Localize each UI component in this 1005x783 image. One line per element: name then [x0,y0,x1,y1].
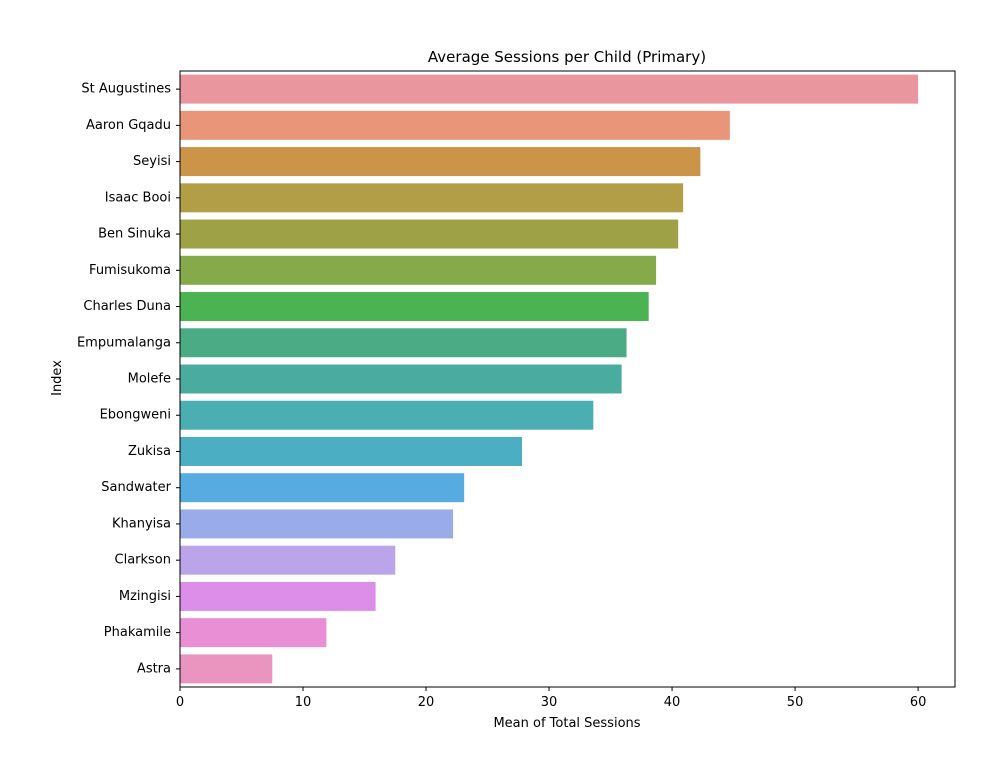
x-axis-label: Mean of Total Sessions [493,716,640,731]
bar [180,436,522,466]
y-tick-label: Isaac Booi [105,190,171,205]
plot-frame [179,70,956,688]
y-tick-label: Ben Sinuka [98,227,171,242]
bar [180,328,627,358]
bar [180,509,454,539]
y-tick-label: Fumisukoma [89,263,171,278]
bar [180,183,684,213]
bar [180,400,594,430]
bar [180,473,465,503]
bar [180,618,327,648]
bar [180,74,919,104]
y-tick-label: Astra [137,661,171,676]
y-axis-label: Index [50,360,65,396]
y-tick-label: Phakamile [104,625,171,640]
x-tick-label: 60 [910,695,927,710]
x-tick-label: 0 [176,695,184,710]
x-tick-label: 30 [541,695,558,710]
y-tick-label: Seyisi [133,154,171,169]
chart-title: Average Sessions per Child (Primary) [428,48,706,66]
y-tick-label: Clarkson [115,553,172,568]
bar [180,219,679,249]
y-tick-label: Zukisa [128,444,171,459]
bars-group [180,74,919,684]
y-tick-label: Mzingisi [119,589,171,604]
bar [180,255,657,285]
x-tick-label: 40 [664,695,681,710]
y-tick-label: Aaron Gqadu [86,118,171,133]
x-tick-label: 20 [418,695,435,710]
bar [180,147,701,177]
x-axis-ticks: 0 10 20 30 40 50 60 [176,687,927,710]
y-tick-label: Molefe [128,372,171,387]
y-axis-ticks: St Augustines Aaron Gqadu Seyisi Isaac Booi… [77,82,180,676]
y-tick-label: Sandwater [101,480,171,495]
x-tick-label: 50 [787,695,804,710]
x-tick-label: 10 [295,695,312,710]
y-tick-label: Empumalanga [77,335,171,350]
bar [180,581,376,611]
y-tick-label: St Augustines [81,82,171,97]
bar [180,545,396,575]
bar [180,292,649,322]
y-tick-label: Ebongweni [100,408,171,423]
y-tick-label: Charles Duna [83,299,171,314]
bar [180,110,730,140]
y-tick-label: Khanyisa [112,516,171,531]
bar [180,654,273,684]
bar [180,364,622,394]
